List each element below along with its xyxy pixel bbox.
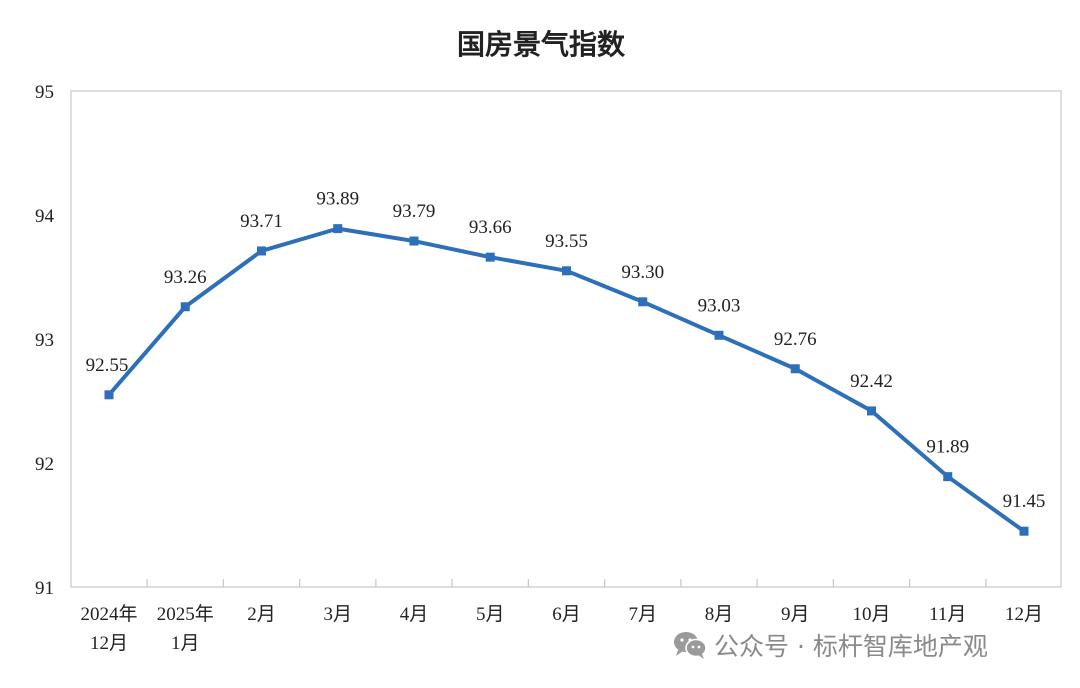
- watermark-text: 公众号 · 标杆智库地产观: [714, 632, 988, 661]
- data-label: 93.26: [164, 267, 207, 288]
- data-label: 93.55: [545, 231, 588, 252]
- data-point-marker: [180, 302, 190, 312]
- x-tick-label: 3月: [323, 604, 352, 625]
- y-tick-label: 91: [35, 578, 54, 599]
- y-tick-label: 94: [35, 206, 55, 227]
- data-point-marker: [638, 297, 648, 307]
- data-point-marker: [409, 236, 419, 246]
- data-label: 92.55: [86, 355, 129, 376]
- data-point-marker: [333, 224, 343, 234]
- x-tick-label: 12月: [90, 633, 128, 654]
- wechat-icon: [674, 632, 707, 659]
- x-tick-label: 1月: [171, 633, 200, 654]
- y-tick-label: 95: [35, 82, 54, 103]
- data-point-marker: [562, 266, 571, 276]
- x-tick-label: 5月: [476, 604, 505, 625]
- data-label: 92.42: [850, 371, 893, 392]
- data-point-marker: [790, 364, 800, 374]
- data-label: 93.71: [240, 211, 283, 232]
- data-label: 93.89: [316, 189, 359, 210]
- x-tick-label: 9月: [781, 604, 810, 625]
- x-tick-label: 2月: [247, 604, 276, 625]
- data-label: 93.03: [698, 295, 741, 316]
- x-tick-label: 11月: [929, 604, 966, 625]
- watermark: 公众号 · 标杆智库地产观: [672, 625, 988, 665]
- chart-title: 国房景气指数: [457, 28, 626, 61]
- data-point-marker: [1019, 526, 1029, 536]
- y-tick-label: 93: [35, 330, 54, 351]
- y-tick-label: 92: [35, 454, 54, 475]
- x-tick-label: 8月: [705, 604, 734, 625]
- x-tick-label: 2024年: [80, 603, 137, 625]
- data-point-marker: [485, 252, 495, 262]
- data-label: 93.30: [621, 262, 664, 283]
- data-point-markers: [104, 224, 1029, 536]
- data-point-marker: [714, 330, 724, 340]
- plot-area-frame: [70, 90, 1062, 588]
- data-label: 92.76: [774, 329, 817, 350]
- x-tick-label: 2025年: [157, 603, 214, 625]
- x-tick-label: 7月: [628, 604, 657, 625]
- data-point-marker: [104, 390, 114, 400]
- data-label: 93.79: [393, 201, 436, 222]
- data-point-marker: [867, 406, 876, 416]
- data-label: 91.45: [1003, 491, 1046, 512]
- x-axis-ticks: [146, 579, 987, 587]
- data-label: 91.89: [926, 437, 969, 458]
- data-labels: 92.55 93.26 93.71 93.89 93.79 93.66 93.55 93.30…: [86, 189, 1046, 513]
- x-tick-label: 4月: [400, 604, 429, 625]
- x-tick-label: 10月: [852, 604, 890, 625]
- y-axis-ticks: 91 92 93 94 95: [35, 82, 55, 599]
- data-point-marker: [257, 246, 266, 256]
- x-axis-labels: 2024年 12月 2025年 1月 2月 3月 4月 5月 6月 7月 8月 9月 10月 11月 12月: [80, 603, 1043, 654]
- data-point-marker: [943, 472, 953, 482]
- x-tick-label: 12月: [1005, 604, 1043, 625]
- x-tick-label: 6月: [552, 604, 581, 625]
- data-label: 93.66: [469, 217, 512, 238]
